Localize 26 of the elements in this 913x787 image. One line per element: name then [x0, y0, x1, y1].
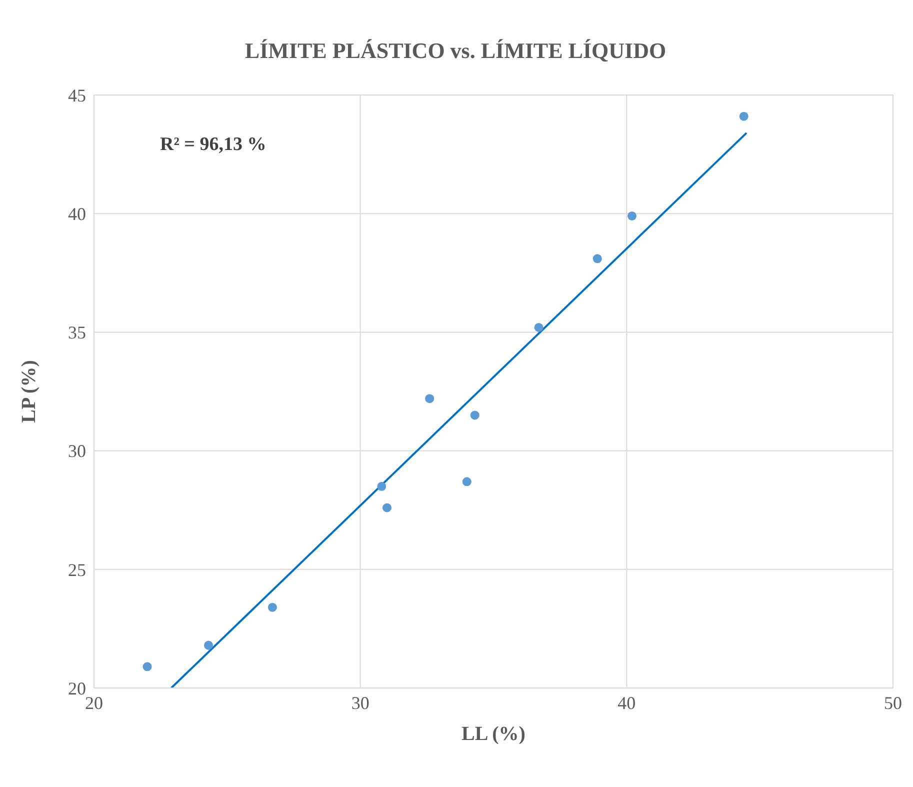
x-tick-label: 50	[884, 692, 902, 713]
y-tick-label: 20	[68, 678, 86, 698]
x-tick-label: 30	[351, 692, 370, 713]
point	[627, 211, 637, 220]
y-tick-label: 30	[68, 441, 86, 462]
y-tick-label: 25	[68, 560, 86, 580]
x-tick-label: 20	[85, 692, 103, 713]
point	[470, 410, 480, 420]
point	[382, 503, 392, 512]
point	[142, 662, 152, 672]
y-axis-title: LP (%)	[18, 360, 40, 423]
point	[592, 254, 602, 264]
chart-title: LÍMITE PLÁSTICO vs. LÍMITE LÍQUIDO	[244, 38, 668, 64]
annotation: R² = 96,13 %	[160, 134, 266, 156]
point	[462, 477, 472, 486]
point	[377, 482, 386, 491]
y-tick-label: 35	[68, 322, 86, 343]
point	[739, 112, 748, 121]
x-tick-label: 40	[618, 692, 636, 713]
y-tick-label: 40	[68, 204, 86, 224]
point	[425, 394, 434, 404]
y-tick-label: 45	[68, 85, 86, 106]
x-axis-title: LL (%)	[462, 723, 526, 745]
point	[204, 640, 214, 650]
point	[268, 602, 277, 612]
point	[534, 322, 544, 332]
